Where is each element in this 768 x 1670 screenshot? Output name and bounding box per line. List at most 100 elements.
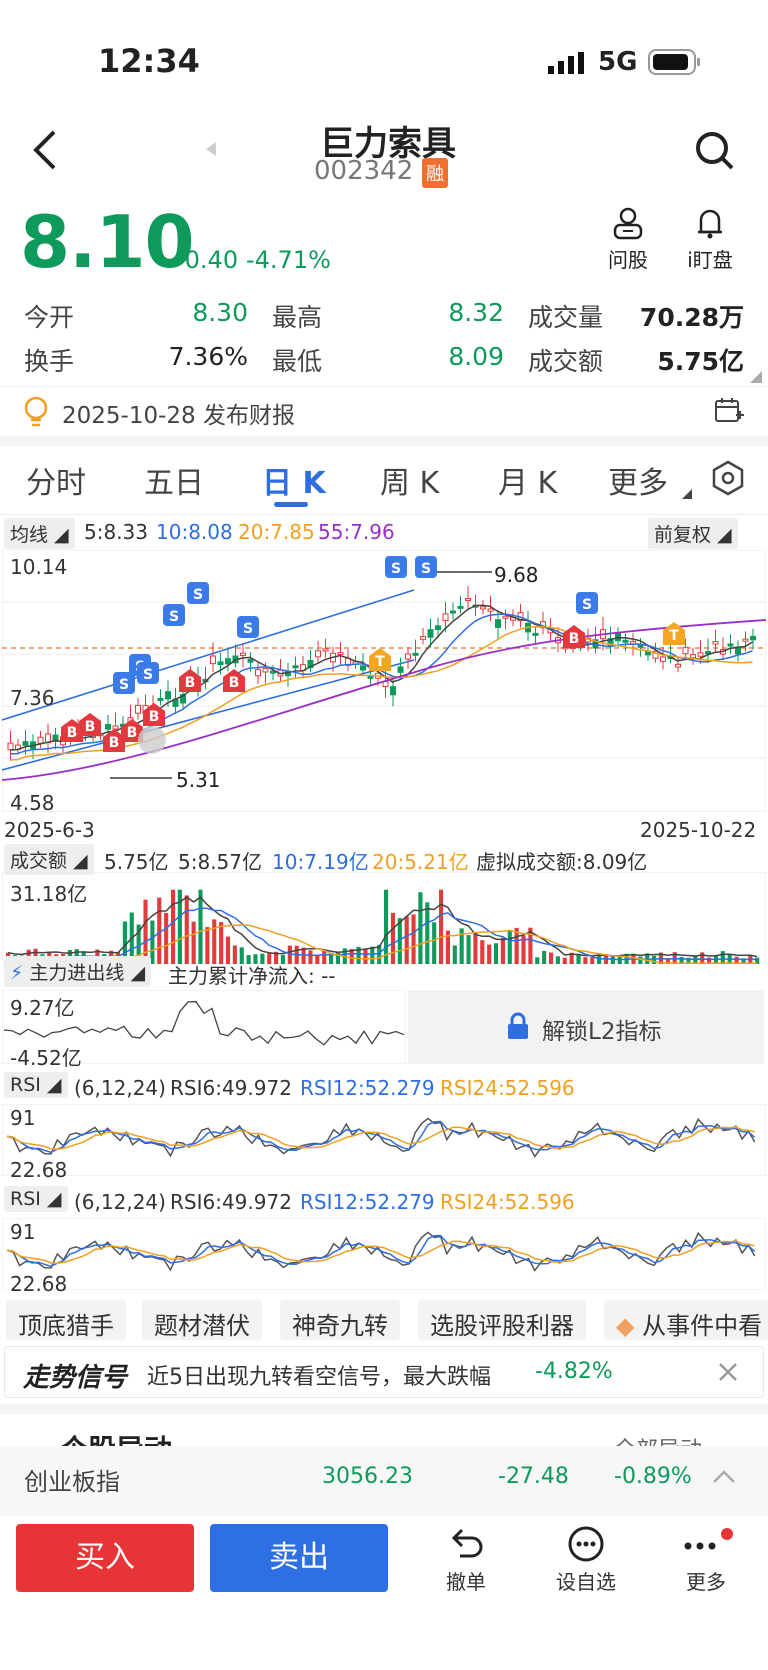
tab-monthly-k[interactable]: 月 K: [498, 466, 558, 501]
sell-marker-text: S: [193, 587, 203, 603]
tab-weekly-k[interactable]: 周 K: [380, 466, 440, 501]
kline-candle: [225, 658, 231, 665]
volume-bar: [411, 914, 416, 964]
rsi-selector-2[interactable]: RSI ◢: [4, 1186, 68, 1212]
kline-y-mid: 7.36: [10, 686, 55, 710]
volume-bar: [122, 921, 127, 964]
unlock-l2-button[interactable]: 解锁L2指标: [408, 990, 764, 1064]
volume-bar: [590, 957, 595, 964]
rsi-chart-2[interactable]: [2, 1218, 766, 1290]
kline-candle: [427, 629, 434, 638]
volume-bar: [686, 957, 691, 964]
price-change-pct: -4.71%: [246, 246, 331, 274]
kline-candle: [682, 646, 689, 655]
rsi1-y-top: 91: [10, 1106, 36, 1130]
tab-intraday[interactable]: 分时: [26, 466, 86, 501]
close-icon[interactable]: [717, 1361, 739, 1383]
volume-bar: [267, 953, 272, 964]
kline-candle: [690, 654, 696, 659]
t-marker: [369, 648, 391, 671]
more-button[interactable]: 更多: [676, 1524, 736, 1595]
search-icon[interactable]: [694, 130, 736, 172]
volume-bar: [569, 952, 574, 964]
draw-tool-icon: [138, 726, 166, 754]
volume-bar: [280, 954, 286, 964]
rsi-frame: [2, 1218, 766, 1290]
chip-event-view[interactable]: ◆ 从事件中看: [604, 1300, 768, 1340]
cancel-order-button[interactable]: 撤单: [436, 1524, 496, 1595]
tab-more[interactable]: 更多: [608, 466, 668, 501]
calendar-add-icon[interactable]: [714, 396, 744, 426]
volume-bar: [246, 955, 251, 964]
volume-chart[interactable]: [2, 872, 766, 964]
kline-candle: [367, 675, 374, 679]
kline-candle: [337, 652, 344, 656]
add-watchlist-label: 设自选: [556, 1570, 616, 1594]
kline-candle: [465, 598, 471, 602]
report-notice[interactable]: 2025-10-28 发布财报: [0, 388, 768, 434]
kline-candle: [420, 636, 426, 640]
volume-bar: [136, 924, 141, 964]
chip-magic-nine[interactable]: 神奇九转: [280, 1300, 400, 1340]
volume-bar: [253, 954, 258, 964]
stock-name: 巨力索具: [320, 124, 456, 164]
ma-selector[interactable]: 均线 ◢: [4, 518, 75, 549]
buy-button[interactable]: 买入: [16, 1524, 194, 1592]
volume-bar: [164, 912, 169, 964]
stat-volume-label: 成交量: [528, 303, 604, 332]
volume-bar: [720, 951, 725, 964]
chip-top-bottom-hunter[interactable]: 顶底猎手: [6, 1300, 126, 1340]
chip-stock-rating[interactable]: 选股评股利器: [418, 1300, 586, 1340]
tab-daily-k[interactable]: 日 K: [262, 466, 326, 501]
volume-selector[interactable]: 成交额 ◢: [4, 844, 94, 875]
buy-marker-text: B: [127, 725, 138, 741]
adjust-selector[interactable]: 前复权 ◢: [648, 518, 738, 549]
kline-y-top: 10.14: [10, 555, 68, 579]
kline-candle: [360, 665, 366, 671]
volume-bar: [473, 932, 478, 964]
add-watchlist-button[interactable]: 设自选: [550, 1524, 622, 1595]
stock-events-more: 全部异动: [614, 1432, 702, 1446]
rsi-chart-1[interactable]: [2, 1104, 766, 1176]
rsi1-rsi12: RSI12:52.279: [300, 1076, 435, 1100]
main-flow-selector[interactable]: ⚡ 主力进出线 ◢: [4, 956, 152, 987]
rsi6-line: [6, 1117, 756, 1158]
volume-bar: [219, 922, 224, 964]
sell-button[interactable]: 卖出: [210, 1524, 388, 1592]
volume-bar: [493, 943, 499, 964]
chevron-up-icon[interactable]: [712, 1468, 736, 1484]
sell-marker-text: S: [169, 609, 179, 625]
sell-marker: [415, 556, 437, 578]
buy-marker-text: B: [67, 725, 78, 741]
stock-code: 002342: [314, 156, 414, 186]
kline-candle: [435, 625, 441, 631]
tab-five-day[interactable]: 五日: [144, 466, 204, 501]
sell-marker: [187, 582, 209, 604]
ma10-value: 10:8.08: [156, 520, 233, 544]
stock-events-header[interactable]: 个股异动 全部异动: [0, 1424, 768, 1446]
settings-hex-icon[interactable]: [710, 460, 746, 496]
t-marker: [663, 622, 685, 645]
chip-theme-ambush[interactable]: 题材潜伏: [142, 1300, 262, 1340]
prev-stock-icon[interactable]: [204, 140, 218, 158]
back-icon[interactable]: [30, 128, 60, 172]
kline-candle: [37, 736, 44, 744]
trend-signal-card[interactable]: 走势信号 近5日出现九转看空信号，最大跌幅 -4.82%: [4, 1346, 764, 1398]
kline-chart[interactable]: SSSSSSSSSBBBBBBBBTT: [2, 550, 766, 812]
bell-icon: [698, 209, 722, 239]
trend-signal-text: 近5日出现九转看空信号，最大跌幅: [147, 1365, 491, 1390]
volume-bar: [507, 929, 512, 964]
volume-bar: [212, 919, 217, 964]
expand-corner-icon[interactable]: [750, 368, 762, 383]
index-bar[interactable]: 创业板指 3056.23 -27.48 -0.89%: [0, 1446, 768, 1516]
kline-candle: [292, 665, 299, 669]
ask-stock-button[interactable]: 问股: [598, 206, 658, 273]
signal-icon: [548, 52, 586, 74]
buy-marker: [563, 625, 585, 648]
rsi24-line: [6, 1126, 755, 1150]
watch-monitor-button[interactable]: i盯盘: [678, 206, 742, 273]
kline-candle: [652, 650, 659, 659]
kline-candle: [105, 724, 111, 730]
rsi-selector-1[interactable]: RSI ◢: [4, 1072, 68, 1098]
diamond-icon: ◆: [616, 1312, 635, 1340]
